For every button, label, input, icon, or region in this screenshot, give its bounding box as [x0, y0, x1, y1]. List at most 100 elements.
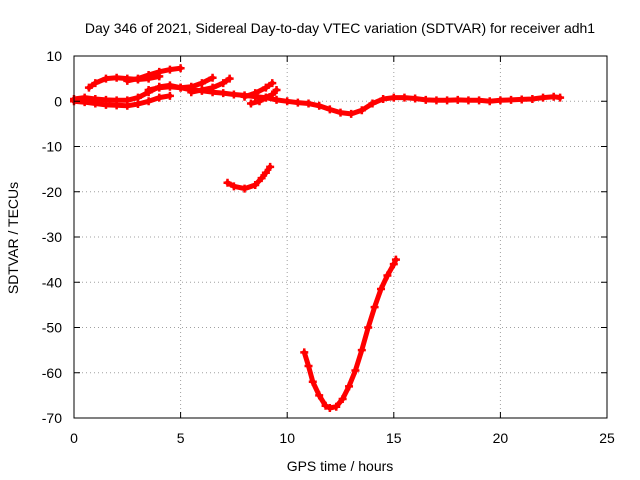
x-tick-label: 0	[70, 430, 78, 446]
axes-ticks: 0 5 10 15 20 25 10 0 -10 -20 -30 -40 -50 -60 -70	[42, 48, 615, 446]
x-tick-label: 15	[386, 430, 402, 446]
data-point	[315, 101, 324, 110]
data-point	[268, 79, 277, 88]
data-point	[347, 109, 356, 118]
data-point	[293, 98, 302, 107]
data-point	[268, 90, 277, 99]
y-axis-label: SDTVAR / TECUs	[5, 182, 21, 294]
x-tick-label: 5	[177, 430, 185, 446]
data-point	[197, 79, 206, 88]
data-point	[133, 74, 142, 83]
data-point	[229, 90, 238, 99]
y-tick-label: -50	[42, 320, 62, 336]
data-point	[300, 348, 309, 357]
data-point	[383, 271, 392, 280]
data-point	[219, 79, 228, 88]
data-point	[112, 101, 121, 110]
series-track-g	[240, 79, 277, 101]
data-point	[379, 94, 388, 103]
y-tick-label: -20	[42, 184, 62, 200]
data-point	[197, 85, 206, 94]
series-track-j	[300, 255, 400, 413]
data-point	[411, 94, 420, 103]
data-point	[133, 99, 142, 108]
data-point	[155, 83, 164, 92]
data-point	[556, 93, 565, 102]
data-point	[325, 105, 334, 114]
data-point	[432, 96, 441, 105]
y-tick-label: 0	[54, 93, 62, 109]
data-point	[240, 184, 249, 193]
data-point	[272, 95, 281, 104]
series-line	[71, 93, 173, 109]
data-point	[176, 64, 185, 73]
data-point	[144, 71, 153, 80]
data-point	[475, 96, 484, 105]
data-point	[336, 108, 345, 117]
data-point	[155, 93, 164, 102]
data-point	[187, 88, 196, 97]
data-point	[101, 100, 110, 109]
data-point	[261, 93, 270, 102]
data-point	[304, 361, 313, 370]
data-point	[507, 95, 516, 104]
data-point	[144, 97, 153, 106]
data-point	[266, 162, 275, 171]
chart-title: Day 346 of 2021, Sidereal Day-to-day VTE…	[85, 20, 595, 36]
data-point	[240, 92, 249, 101]
y-tick-label: -10	[42, 139, 62, 155]
data-point	[165, 91, 174, 100]
x-tick-label: 20	[493, 430, 509, 446]
data-point	[308, 377, 317, 386]
y-tick-label: 10	[46, 48, 62, 64]
data-point	[165, 65, 174, 74]
data-point	[176, 83, 185, 92]
data-point	[377, 285, 386, 294]
data-point	[208, 83, 217, 92]
data-point	[251, 180, 260, 189]
data-point	[304, 99, 313, 108]
data-point	[101, 74, 110, 83]
data-point	[251, 89, 260, 98]
data-point	[338, 394, 347, 403]
data-point	[389, 260, 398, 269]
data-point	[364, 323, 373, 332]
y-tick-label: -60	[42, 365, 62, 381]
series-track-h	[246, 85, 281, 108]
series-track-e	[144, 73, 217, 94]
data-point	[261, 168, 270, 177]
x-axis-label: GPS time / hours	[287, 458, 394, 474]
data-point	[357, 346, 366, 355]
data-point	[485, 97, 494, 106]
data-point	[223, 178, 232, 187]
data-point	[400, 93, 409, 102]
data-point	[321, 401, 330, 410]
data-point	[123, 76, 132, 85]
data-point	[272, 85, 281, 94]
data-point	[219, 89, 228, 98]
data-point	[453, 95, 462, 104]
data-point	[368, 99, 377, 108]
y-tick-label: -40	[42, 274, 62, 290]
data-point	[391, 255, 400, 264]
y-tick-label: -70	[42, 410, 62, 426]
data-point	[165, 82, 174, 91]
data-point	[257, 174, 266, 183]
data-point	[528, 94, 537, 103]
plot-area	[70, 64, 565, 413]
data-point	[144, 85, 153, 94]
data-point	[255, 97, 264, 106]
series-track-f	[187, 74, 234, 97]
data-point	[332, 402, 341, 411]
data-point	[443, 96, 452, 105]
data-point	[229, 182, 238, 191]
data-point	[517, 95, 526, 104]
data-point	[208, 73, 217, 82]
series-line	[242, 80, 275, 100]
data-point	[421, 95, 430, 104]
data-point	[283, 97, 292, 106]
data-point	[112, 73, 121, 82]
data-point	[315, 391, 324, 400]
